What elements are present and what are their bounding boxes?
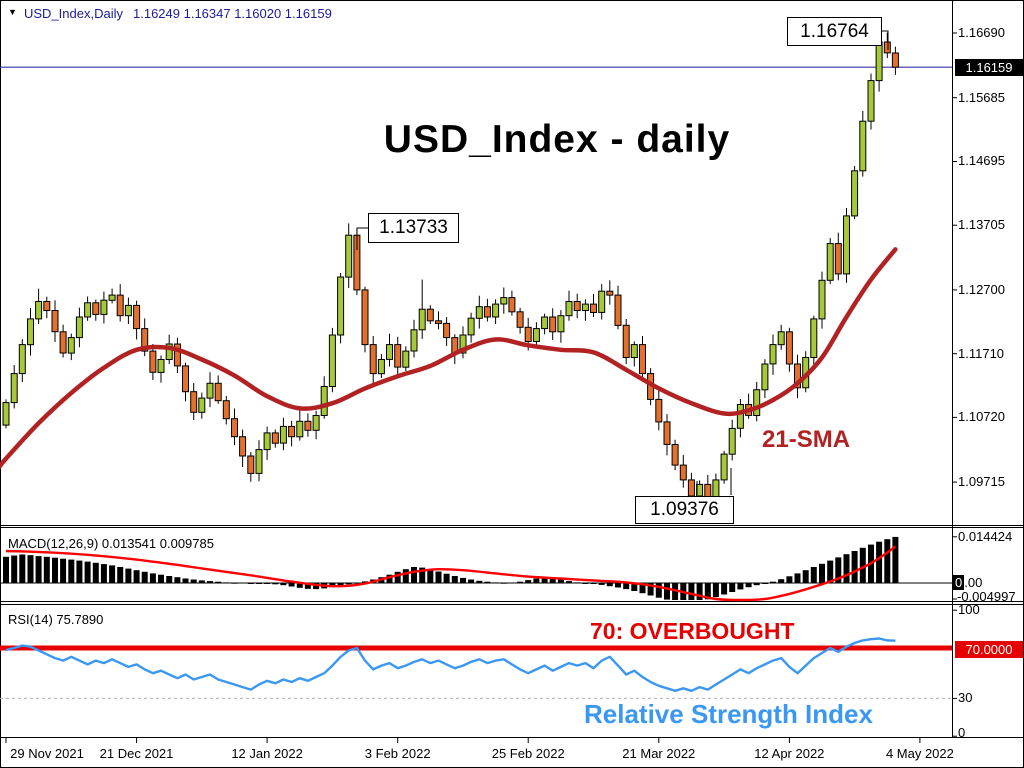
symbol-dropdown-icon[interactable]: ▼ — [8, 7, 17, 17]
price-axis-label: 1.10720 — [958, 409, 1005, 425]
price-axis-label: 1.12700 — [958, 281, 1005, 297]
price-axis-label: 1.14695 — [958, 153, 1005, 169]
price-axis-label: 1.11710 — [958, 345, 1005, 361]
date-label: 4 May 2022 — [885, 746, 954, 761]
annotation-box: 1.09376 — [635, 496, 734, 524]
price-axis-label: 1.16690 — [958, 25, 1005, 40]
symbol-label: USD_Index,Daily — [24, 6, 123, 21]
rsi-mid-label: 30 — [958, 690, 973, 705]
current-price-marker: 1.16159 — [955, 59, 1023, 76]
date-label: 12 Apr 2022 — [754, 746, 825, 761]
macd-top-label: 0.014424 — [958, 529, 1013, 544]
macd-header: MACD(12,26,9) 0.013541 0.009785 — [8, 536, 214, 551]
price-axis-label: 1.09715 — [958, 474, 1005, 490]
symbol-ohlc-line: USD_Index,Daily 1.16249 1.16347 1.16020 1… — [24, 6, 332, 21]
rsi-top-label: 100 — [958, 602, 980, 617]
chart-title: USD_Index - daily — [383, 118, 731, 161]
date-label: 12 Jan 2022 — [231, 746, 303, 761]
overbought-label: 70: OVERBOUGHT — [590, 618, 795, 644]
date-label: 21 Dec 2021 — [99, 746, 174, 761]
rsi-zero-label: 0 — [958, 725, 966, 740]
date-label: 3 Feb 2022 — [364, 746, 431, 761]
price-axis-label: 1.15685 — [958, 89, 1005, 105]
sma-label: 21-SMA — [762, 426, 851, 453]
annotation-box: 1.13733 — [368, 213, 459, 243]
macd-neg-label: -0.004997 — [957, 589, 1016, 604]
ohlc-values: 1.16249 1.16347 1.16020 1.16159 — [133, 6, 332, 21]
rsi-name-label: Relative Strength Index — [584, 699, 873, 729]
date-label: 29 Nov 2021 — [10, 746, 84, 761]
date-label: 25 Feb 2022 — [491, 746, 565, 761]
rsi-header: RSI(14) 75.7890 — [8, 612, 104, 627]
rsi-threshold-marker: 70.0000 — [955, 641, 1023, 658]
price-axis-label: 1.13705 — [958, 217, 1005, 233]
annotation-box: 1.16764 — [787, 17, 882, 46]
date-label: 21 Mar 2022 — [622, 746, 696, 761]
macd-zero-marker: 0.00 — [953, 575, 983, 590]
macd-zero-box: 0 — [953, 575, 965, 590]
